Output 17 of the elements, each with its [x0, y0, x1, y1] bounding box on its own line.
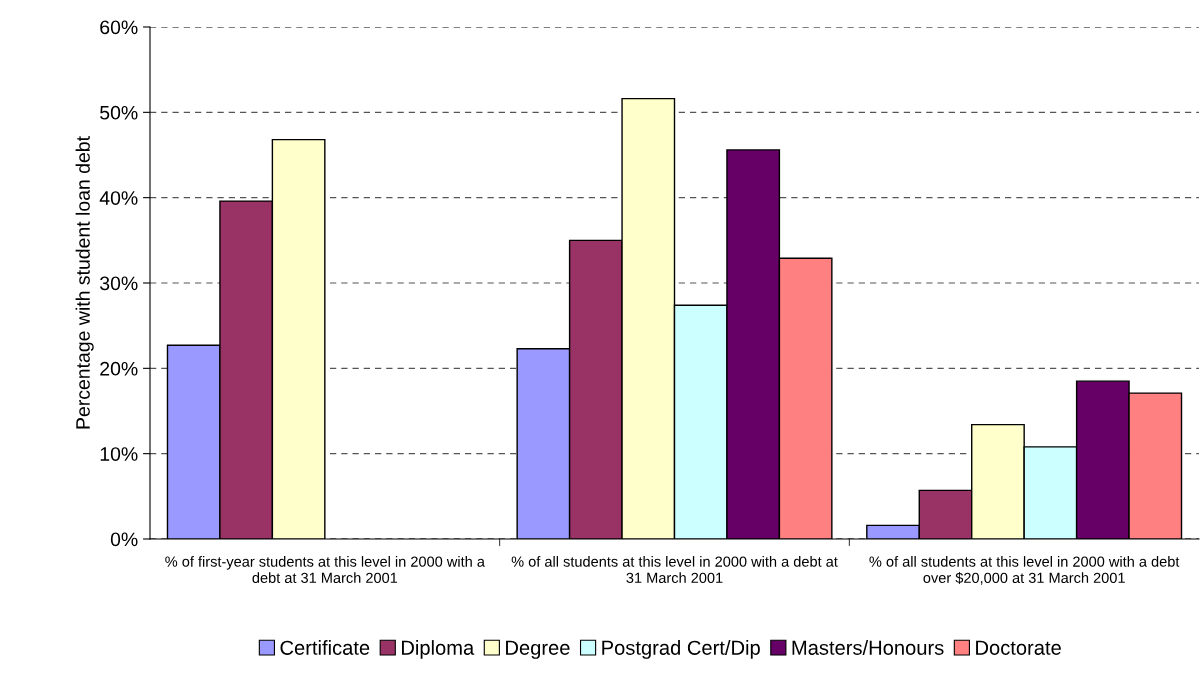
y-tick-label: 50%: [100, 105, 138, 120]
legend-label: Certificate: [280, 640, 370, 655]
y-tick-label: 60%: [100, 20, 138, 35]
legend-label: Degree: [506, 640, 570, 659]
legend-label: Masters/Honours: [792, 640, 944, 655]
x-tick-label: % of all students at this level in 2000 with a debt at 31 March 2001: [511, 556, 838, 584]
y-tick-label: 40%: [99, 191, 138, 205]
legend-label: Doctorate: [976, 640, 1061, 655]
y-tick-label: 10%: [100, 447, 138, 461]
y-tick-label: 20%: [100, 361, 138, 376]
legend-label: Diploma: [401, 640, 475, 659]
legend-label: Postgrad Cert/Dip: [602, 640, 760, 659]
y-tick-label: 0%: [110, 532, 138, 547]
x-tick-label: % of all students at this level in 2000 with a debt over $20,000 at 31 March 2001: [869, 556, 1180, 585]
y-tick-label: 30%: [100, 276, 138, 291]
y-axis-title: Percentage with student loan debt: [75, 136, 94, 429]
x-tick-label: % of first-year students at this level in 2000 with a debt at 31 March 2001: [165, 556, 485, 584]
